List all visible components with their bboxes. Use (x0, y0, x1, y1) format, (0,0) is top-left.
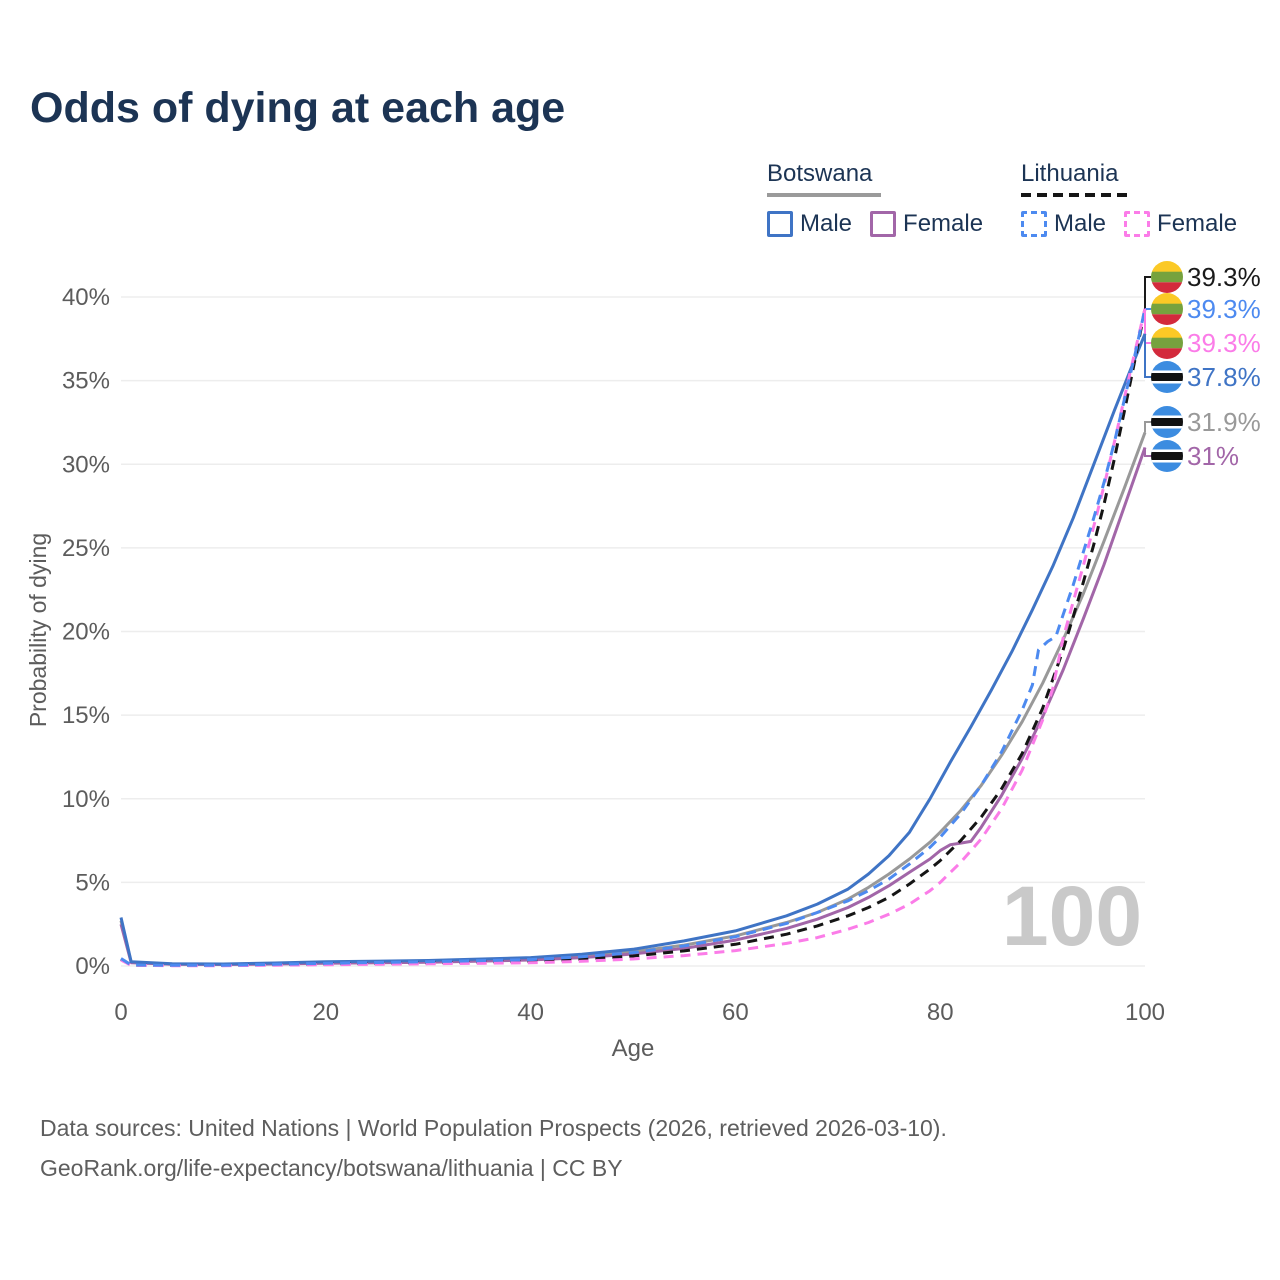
legend-item-lithuania-female[interactable]: Female (1124, 210, 1237, 238)
legend-checkbox-lithuania-female[interactable] (1124, 211, 1151, 237)
legend-checkbox-botswana-female[interactable] (870, 211, 897, 237)
series-botswana-female-line (119, 447, 1147, 966)
y-tick-label: 15% (62, 702, 110, 729)
y-axis-title: Probability of dying (25, 533, 51, 727)
legend-checkbox-lithuania-male[interactable] (1021, 211, 1047, 237)
footer: Data sources: United Nations | World Pop… (40, 1108, 947, 1188)
y-tick-label: 20% (62, 619, 110, 646)
page-title: Odds of dying at each age (30, 84, 566, 132)
y-tick-label: 40% (62, 284, 110, 311)
legend-underline-botswana (767, 193, 881, 197)
footer-attribution: GeoRank.org/life-expectancy/botswana/lit… (40, 1155, 623, 1181)
legend-item-label: Male (800, 210, 853, 237)
y-tick-label: 5% (75, 869, 110, 896)
end-label-value: 39.3% (1187, 294, 1261, 324)
x-tick-label: 100 (1125, 999, 1165, 1026)
legend-item-botswana-female[interactable]: Female (870, 210, 983, 238)
y-tick-label: 25% (62, 535, 110, 562)
x-tick-label: 80 (927, 999, 954, 1026)
legend-item-botswana-male[interactable]: Male (767, 210, 852, 238)
flag-botswana-icon (1151, 361, 1183, 393)
legend-group-botswana: Botswana Male Female (767, 161, 1001, 238)
x-tick-label: 20 (312, 999, 339, 1026)
legend-item-lithuania-male[interactable]: Male (1021, 210, 1106, 238)
end-label-value: 31% (1187, 441, 1239, 471)
end-label-value: 31.9% (1187, 407, 1261, 437)
flag-botswana-icon (1151, 406, 1183, 438)
x-tick-label: 60 (722, 999, 749, 1026)
x-tick-label: 0 (114, 999, 127, 1026)
y-tick-label: 30% (62, 451, 110, 478)
y-tick-label: 35% (62, 368, 110, 395)
series-lithuania-male-line (120, 308, 1147, 967)
legend-items-lithuania: Male Female (1021, 210, 1255, 238)
footer-data-sources: Data sources: United Nations | World Pop… (40, 1115, 947, 1141)
flag-botswana-icon (1151, 440, 1183, 472)
legend-item-label: Female (1157, 210, 1238, 237)
flag-lithuania-icon (1151, 327, 1183, 359)
end-label-value: 37.8% (1187, 362, 1261, 392)
y-tick-label: 0% (75, 953, 110, 980)
flag-lithuania-icon (1151, 261, 1183, 293)
end-label-value: 39.3% (1187, 328, 1261, 358)
y-tick-label: 10% (62, 786, 110, 813)
end-label-connector (1144, 276, 1151, 309)
flag-lithuania-icon (1151, 293, 1183, 325)
legend-title-lithuania: Lithuania (1021, 160, 1119, 187)
series-botswana-both-line (119, 431, 1147, 966)
age-watermark: 100 (1002, 869, 1142, 963)
series-lithuania-both-line (120, 308, 1147, 967)
legend-underline-lithuania (1021, 193, 1127, 197)
legend-group-lithuania: Lithuania Male Female (1021, 161, 1255, 238)
end-label-value: 39.3% (1187, 262, 1261, 292)
legend-title-botswana: Botswana (767, 160, 873, 187)
legend-checkbox-botswana-male[interactable] (767, 211, 793, 237)
legend-items-botswana: Male Female (767, 210, 1001, 238)
end-label-connector (1144, 421, 1151, 433)
end-label-connector (1144, 333, 1151, 378)
end-label-connector (1144, 447, 1151, 457)
x-tick-label: 40 (517, 999, 544, 1026)
series-lithuania-female-line (120, 308, 1147, 968)
series-botswana-male-line (119, 333, 1147, 966)
legend-item-label: Male (1054, 210, 1107, 237)
x-axis-title: Age (612, 1035, 655, 1062)
legend-item-label: Female (903, 210, 984, 237)
